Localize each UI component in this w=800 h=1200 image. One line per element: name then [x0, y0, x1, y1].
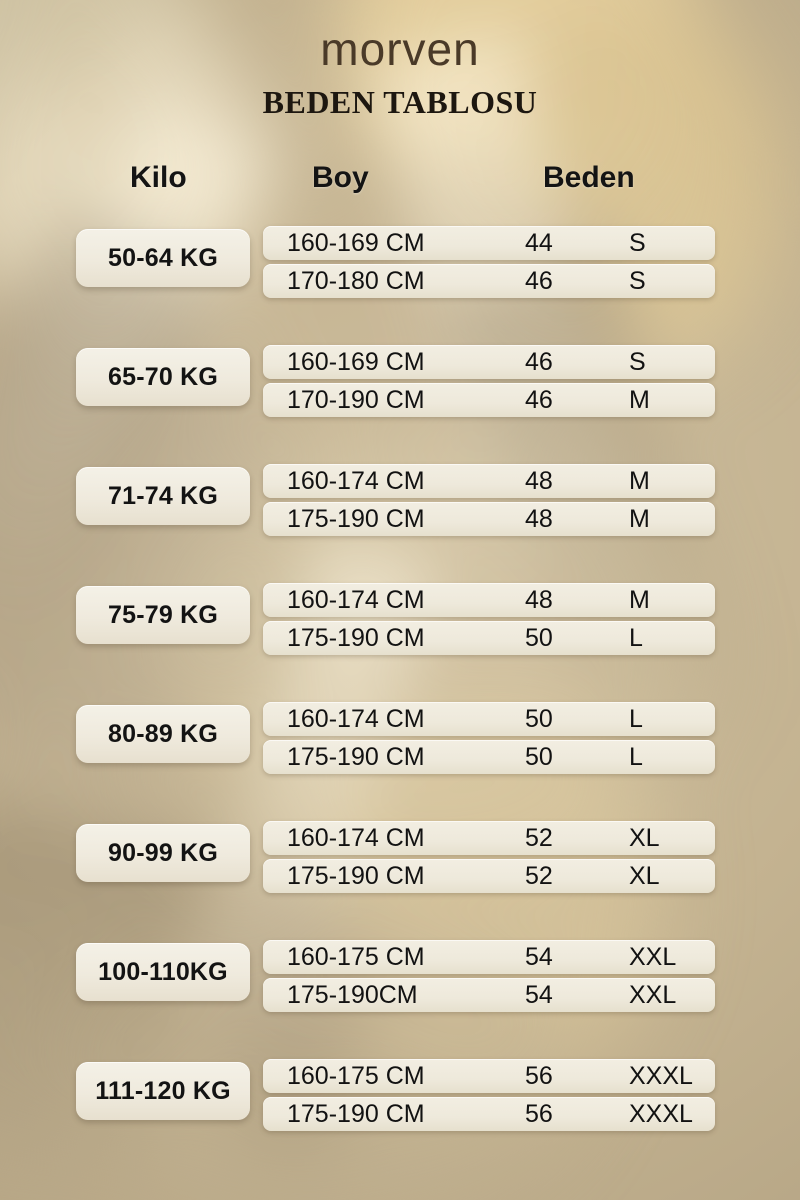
cell-height: 160-175 CM [287, 1062, 425, 1090]
table-row: 170-180 CM 46 S [263, 264, 715, 298]
cell-size: S [629, 348, 646, 376]
table-row: 160-174 CM 48 M [263, 583, 715, 617]
group-rows: 160-175 CM 56 XXXL 175-190 CM 56 XXXL [263, 1059, 715, 1135]
header-height: Boy [312, 161, 369, 194]
cell-size: S [629, 267, 646, 295]
table-row: 160-169 CM 44 S [263, 226, 715, 260]
table-row: 175-190 CM 50 L [263, 740, 715, 774]
weight-badge: 50-64 KG [76, 229, 250, 287]
cell-number: 54 [525, 981, 553, 1009]
weight-badge: 80-89 KG [76, 705, 250, 763]
cell-height: 160-174 CM [287, 824, 425, 852]
group-rows: 160-169 CM 46 S 170-190 CM 46 M [263, 345, 715, 421]
table-row: 160-174 CM 50 L [263, 702, 715, 736]
cell-height: 160-174 CM [287, 586, 425, 614]
cell-number: 50 [525, 743, 553, 771]
cell-number: 52 [525, 862, 553, 890]
size-group: 71-74 KG 160-174 CM 48 M 175-190 CM 48 M [0, 464, 800, 583]
group-rows: 160-174 CM 52 XL 175-190 CM 52 XL [263, 821, 715, 897]
cell-height: 160-174 CM [287, 705, 425, 733]
header-size: Beden [543, 161, 635, 194]
cell-size: M [629, 505, 650, 533]
weight-badge: 100-110KG [76, 943, 250, 1001]
background-shape [40, 0, 110, 120]
weight-badge: 75-79 KG [76, 586, 250, 644]
cell-height: 160-169 CM [287, 348, 425, 376]
weight-badge: 65-70 KG [76, 348, 250, 406]
cell-size: XXL [629, 943, 677, 971]
cell-number: 44 [525, 229, 553, 257]
size-group: 50-64 KG 160-169 CM 44 S 170-180 CM 46 S [0, 226, 800, 345]
weight-badge: 111-120 KG [76, 1062, 250, 1120]
table-row: 175-190CM 54 XXL [263, 978, 715, 1012]
cell-number: 48 [525, 505, 553, 533]
cell-height: 160-169 CM [287, 229, 425, 257]
cell-size: L [629, 705, 643, 733]
group-rows: 160-174 CM 48 M 175-190 CM 50 L [263, 583, 715, 659]
group-rows: 160-169 CM 44 S 170-180 CM 46 S [263, 226, 715, 302]
cell-height: 175-190CM [287, 981, 418, 1009]
cell-number: 54 [525, 943, 553, 971]
size-group: 80-89 KG 160-174 CM 50 L 175-190 CM 50 L [0, 702, 800, 821]
cell-number: 50 [525, 705, 553, 733]
cell-height: 175-190 CM [287, 743, 425, 771]
cell-height: 175-190 CM [287, 624, 425, 652]
page-title: BEDEN TABLOSU [262, 84, 538, 120]
cell-number: 50 [525, 624, 553, 652]
cell-number: 56 [525, 1100, 553, 1128]
group-rows: 160-175 CM 54 XXL 175-190CM 54 XXL [263, 940, 715, 1016]
cell-height: 175-190 CM [287, 862, 425, 890]
cell-size: M [629, 386, 650, 414]
cell-number: 48 [525, 467, 553, 495]
table-row: 175-190 CM 52 XL [263, 859, 715, 893]
cell-number: 56 [525, 1062, 553, 1090]
brand-logo: morven [320, 23, 480, 75]
cell-size: L [629, 624, 643, 652]
cell-number: 46 [525, 386, 553, 414]
cell-height: 170-190 CM [287, 386, 425, 414]
cell-size: XL [629, 824, 660, 852]
cell-number: 52 [525, 824, 553, 852]
cell-size: XL [629, 862, 660, 890]
group-rows: 160-174 CM 48 M 175-190 CM 48 M [263, 464, 715, 540]
size-groups: 50-64 KG 160-169 CM 44 S 170-180 CM 46 S [0, 226, 800, 1178]
size-group: 111-120 KG 160-175 CM 56 XXXL 175-190 CM… [0, 1059, 800, 1178]
cell-number: 46 [525, 348, 553, 376]
cell-height: 160-175 CM [287, 943, 425, 971]
cell-number: 48 [525, 586, 553, 614]
cell-height: 175-190 CM [287, 505, 425, 533]
cell-height: 160-174 CM [287, 467, 425, 495]
table-row: 160-175 CM 56 XXXL [263, 1059, 715, 1093]
table-row: 160-175 CM 54 XXL [263, 940, 715, 974]
table-row: 160-174 CM 52 XL [263, 821, 715, 855]
cell-size: M [629, 586, 650, 614]
table-row: 175-190 CM 50 L [263, 621, 715, 655]
table-row: 175-190 CM 56 XXXL [263, 1097, 715, 1131]
column-headers: Kilo Boy Beden [0, 163, 800, 207]
table-row: 170-190 CM 46 M [263, 383, 715, 417]
table-row: 175-190 CM 48 M [263, 502, 715, 536]
weight-badge: 71-74 KG [76, 467, 250, 525]
cell-size: M [629, 467, 650, 495]
cell-size: XXXL [629, 1100, 693, 1128]
size-group: 90-99 KG 160-174 CM 52 XL 175-190 CM 52 … [0, 821, 800, 940]
size-group: 100-110KG 160-175 CM 54 XXL 175-190CM 54… [0, 940, 800, 1059]
cell-height: 170-180 CM [287, 267, 425, 295]
group-rows: 160-174 CM 50 L 175-190 CM 50 L [263, 702, 715, 778]
table-row: 160-169 CM 46 S [263, 345, 715, 379]
weight-badge: 90-99 KG [76, 824, 250, 882]
cell-height: 175-190 CM [287, 1100, 425, 1128]
cell-number: 46 [525, 267, 553, 295]
cell-size: L [629, 743, 643, 771]
size-group: 65-70 KG 160-169 CM 46 S 170-190 CM 46 M [0, 345, 800, 464]
cell-size: S [629, 229, 646, 257]
table-row: 160-174 CM 48 M [263, 464, 715, 498]
cell-size: XXL [629, 981, 677, 1009]
header-weight: Kilo [130, 161, 187, 194]
size-group: 75-79 KG 160-174 CM 48 M 175-190 CM 50 L [0, 583, 800, 702]
cell-size: XXXL [629, 1062, 693, 1090]
